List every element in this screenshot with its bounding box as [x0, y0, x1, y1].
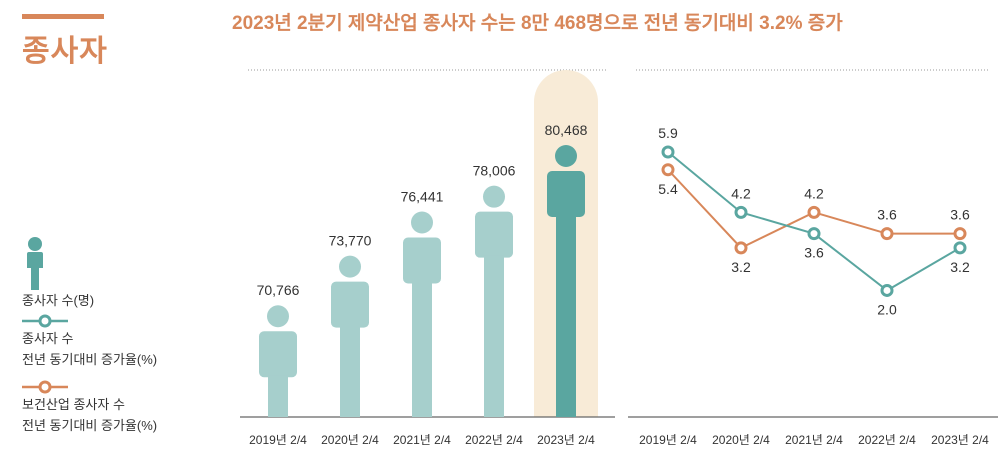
person-body: [259, 331, 297, 378]
legend-item-people: 종사자 수(명): [22, 236, 94, 311]
person-body: [403, 237, 441, 284]
title-accent-bar: [22, 14, 104, 19]
orange-line-marker-icon: [22, 380, 68, 394]
bar-chart: 70,766 2019년 2/4 73,770 2020년 2/4 76,441 2021…: [240, 69, 615, 447]
point-marker-employees: [880, 283, 894, 297]
data-label: 2.0: [877, 301, 897, 317]
point-marker-health: [734, 241, 748, 255]
legend-label-rate-line1: 종사자 수: [22, 331, 74, 346]
x-tick-label: 2019년 2/4: [639, 433, 697, 447]
data-label: 5.9: [658, 125, 678, 141]
data-label: 3.2: [731, 259, 751, 275]
data-label: 3.2: [950, 259, 970, 275]
person-legs: [340, 325, 360, 417]
x-tick-label: 2020년 2/4: [321, 433, 379, 447]
x-tick-label: 2021년 2/4: [393, 433, 451, 447]
person-legs: [268, 375, 288, 417]
legend-label-health-line1: 보건산업 종사자 수: [22, 397, 125, 412]
person-head: [267, 305, 289, 328]
x-tick-label: 2023년 2/4: [931, 433, 989, 447]
person-legs: [556, 215, 576, 417]
x-tick-label: 2019년 2/4: [249, 433, 307, 447]
legend-item-rate: 종사자 수 전년 동기대비 증가율(%): [22, 314, 157, 370]
bar-value-label: 70,766: [257, 282, 300, 298]
headline: 2023년 2분기 제약산업 종사자 수는 8만 468명으로 전년 동기대비 …: [232, 13, 843, 34]
line-chart: 5.4 3.2 4.2 3.6 3.6 5.9 4.2 3.6 2.0 3.2 2019년 2/4 2…: [628, 69, 998, 447]
legend-label-health-line2: 전년 동기대비 증가율(%): [22, 418, 158, 433]
point-marker-employees: [807, 227, 821, 241]
person-body: [475, 211, 513, 258]
point-marker-health: [661, 163, 675, 177]
person-head: [411, 211, 433, 234]
person-head: [339, 255, 361, 278]
bar-value-label: 80,468: [545, 122, 588, 138]
person-head: [483, 185, 505, 208]
bar-value-label: 78,006: [473, 163, 516, 179]
teal-line-marker-icon: [22, 314, 68, 328]
point-marker-employees: [953, 241, 967, 255]
point-marker-health: [880, 227, 894, 241]
data-label: 5.4: [658, 181, 678, 197]
point-marker-employees: [734, 205, 748, 219]
point-marker-health: [953, 227, 967, 241]
x-tick-label: 2023년 2/4: [537, 433, 595, 447]
legend-label-people: 종사자 수(명): [22, 293, 95, 308]
data-label: 3.6: [804, 245, 824, 261]
bar-value-label: 73,770: [329, 233, 372, 249]
person-head: [555, 145, 577, 167]
person-body: [331, 281, 369, 328]
person-legs: [412, 281, 432, 417]
data-label: 3.6: [950, 207, 970, 223]
point-marker-health: [807, 205, 821, 219]
person-icon: [27, 237, 43, 290]
data-label: 4.2: [804, 185, 824, 201]
data-label: 3.6: [877, 207, 897, 223]
legend-item-health: 보건산업 종사자 수 전년 동기대비 증가율(%): [22, 380, 157, 436]
series-line-employees: [667, 151, 961, 292]
x-tick-label: 2020년 2/4: [712, 433, 770, 447]
legend-label-rate-line2: 전년 동기대비 증가율(%): [22, 352, 158, 367]
x-tick-label: 2022년 2/4: [465, 433, 523, 447]
data-label: 4.2: [731, 185, 751, 201]
x-tick-label: 2021년 2/4: [785, 433, 843, 447]
point-marker-employees: [661, 145, 675, 159]
person-body: [547, 171, 585, 217]
person-legs: [484, 255, 504, 417]
x-tick-label: 2022년 2/4: [858, 433, 916, 447]
bar-value-label: 76,441: [401, 189, 444, 205]
section-title: 종사자: [22, 35, 108, 68]
